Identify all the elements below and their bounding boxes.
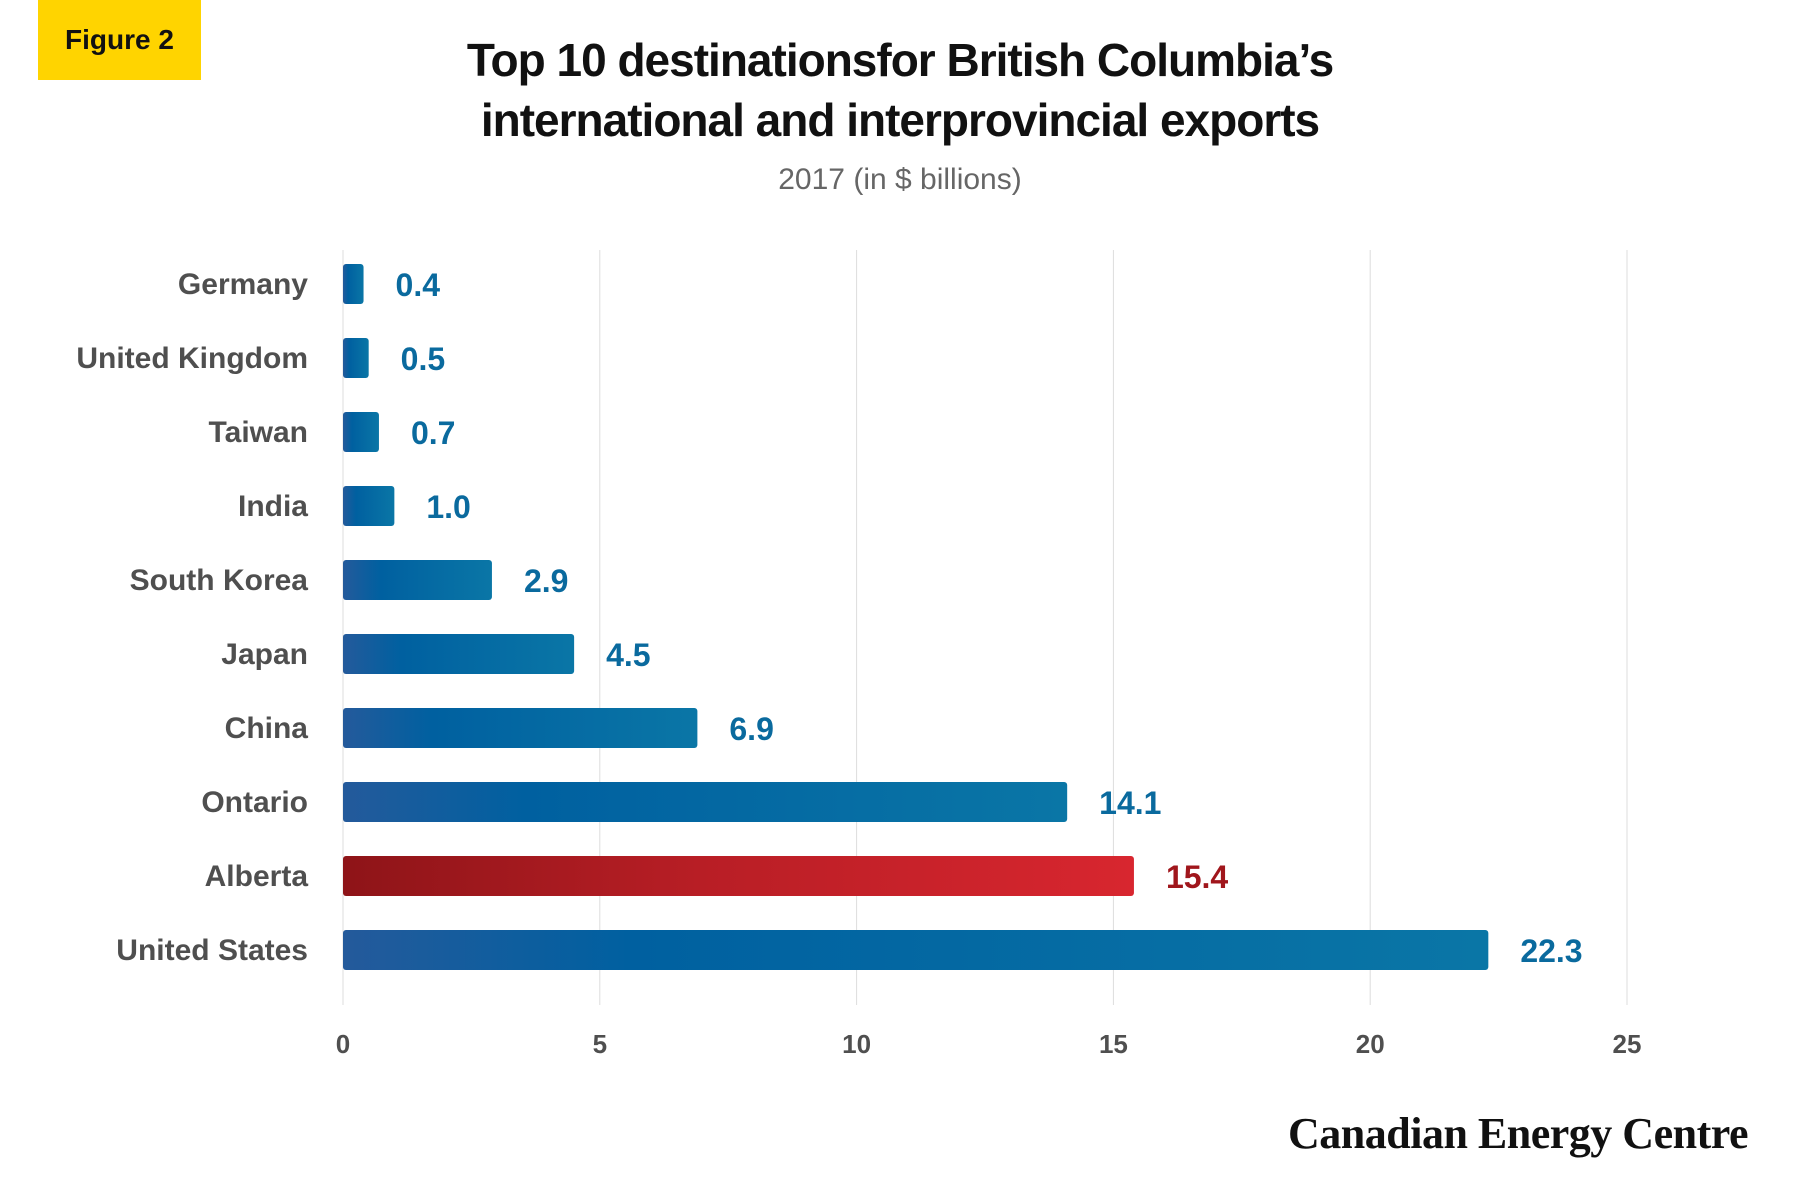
- bar: [343, 782, 1068, 822]
- category-label: Ontario: [201, 786, 308, 819]
- category-label: India: [238, 490, 308, 523]
- labels: 0 5 10 15 20 25 Germany 0.4 United Kingdom 0.5 Tai…: [76, 267, 1641, 1059]
- value-label: 1.0: [426, 489, 470, 525]
- category-label: Alberta: [205, 860, 309, 893]
- value-label: 22.3: [1520, 933, 1582, 969]
- bar-chart: 0 5 10 15 20 25 Germany 0.4 United Kingdom 0.5 Tai…: [76, 250, 1641, 1059]
- chart-title-line-1: Top 10 destinationsfor British Columbia’…: [466, 34, 1334, 86]
- category-label: United States: [116, 934, 308, 967]
- chart-title-line-2: international and interprovincial export…: [480, 94, 1320, 146]
- chart-title: Top 10 destinationsfor British Columbia’…: [0, 30, 1800, 150]
- value-label: 0.7: [411, 415, 455, 451]
- category-label: Taiwan: [209, 416, 308, 449]
- x-tick-label: 15: [1099, 1029, 1128, 1059]
- bar: [343, 486, 395, 526]
- value-label: 4.5: [606, 637, 650, 673]
- category-label: China: [225, 712, 309, 745]
- value-label: 15.4: [1166, 859, 1228, 895]
- bar: [343, 708, 698, 748]
- value-label: 6.9: [729, 711, 773, 747]
- value-label: 0.4: [396, 267, 441, 303]
- bar: [343, 856, 1134, 896]
- bar: [343, 264, 364, 304]
- bar: [343, 634, 575, 674]
- figure-badge-label: Figure 2: [65, 24, 174, 55]
- bar: [343, 560, 492, 600]
- category-label: United Kingdom: [76, 342, 308, 375]
- x-tick-label: 0: [336, 1029, 350, 1059]
- value-label: 14.1: [1099, 785, 1161, 821]
- x-tick-label: 20: [1356, 1029, 1385, 1059]
- x-tick-label: 25: [1613, 1029, 1642, 1059]
- bar: [343, 930, 1489, 970]
- category-label: Germany: [178, 268, 308, 301]
- bars: [343, 264, 1489, 970]
- chart-subtitle: 2017 (in $ billions): [778, 163, 1022, 196]
- value-label: 0.5: [401, 341, 445, 377]
- bar: [343, 338, 369, 378]
- category-label: Japan: [221, 638, 308, 671]
- bar: [343, 412, 379, 452]
- value-label: 2.9: [524, 563, 568, 599]
- brand-logo: Canadian Energy Centre: [1288, 1109, 1748, 1158]
- figure-badge: Figure 2: [38, 0, 201, 80]
- x-tick-label: 5: [593, 1029, 607, 1059]
- category-label: South Korea: [130, 564, 309, 597]
- x-tick-label: 10: [842, 1029, 871, 1059]
